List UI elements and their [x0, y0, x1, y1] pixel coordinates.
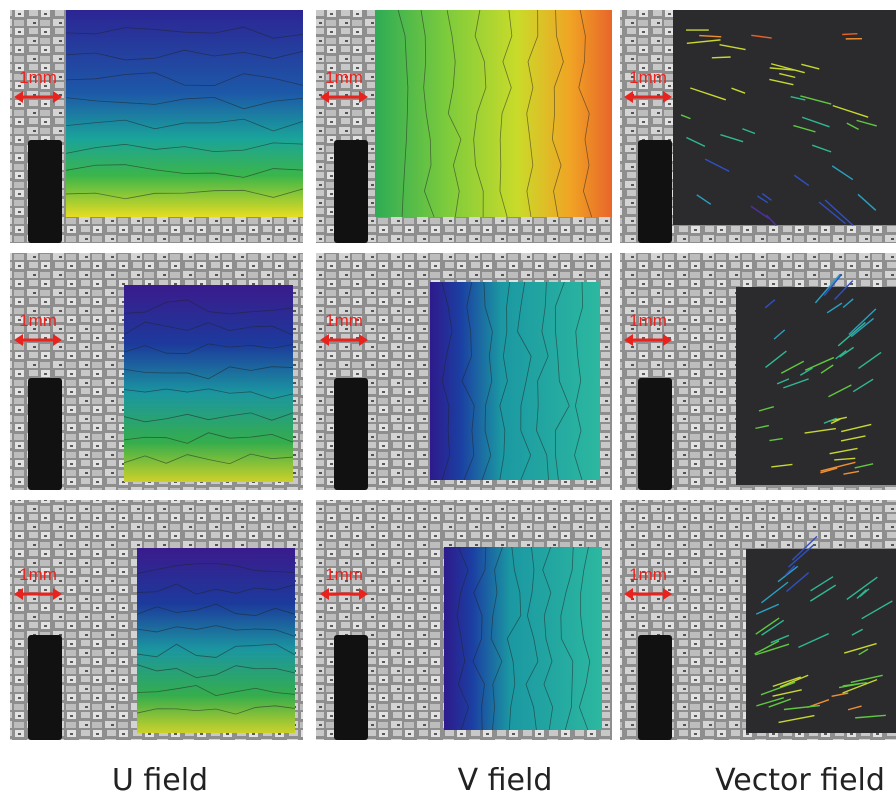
column-label: U field — [112, 763, 208, 798]
column-label: Vector field — [715, 763, 885, 798]
panel: 1mm — [316, 253, 612, 490]
scale-label: 1mm — [629, 311, 667, 330]
contour-field — [444, 547, 602, 730]
panel: 1mm — [10, 500, 303, 740]
panel: 1mm — [316, 500, 612, 740]
vector-field — [736, 287, 896, 485]
scale-label: 1mm — [629, 68, 667, 87]
scale-label: 1mm — [325, 311, 363, 330]
figure: 1mm 1mm 1mm 1mm 1mm 1mm 1mm 1mm 1mm U field V fiel… — [0, 0, 896, 799]
vector-arrow — [712, 57, 731, 58]
panel: 1mm — [10, 253, 303, 490]
vector-field — [673, 10, 896, 225]
rod — [638, 378, 672, 490]
rod — [334, 378, 368, 490]
panel: 1mm — [10, 10, 303, 243]
contour-field — [137, 548, 295, 733]
scale-label: 1mm — [629, 565, 667, 584]
rod — [28, 378, 62, 490]
scale-label: 1mm — [19, 68, 57, 87]
panel: 1mm — [620, 253, 896, 490]
scale-label: 1mm — [19, 311, 57, 330]
rod — [638, 140, 672, 243]
contour-field — [430, 282, 600, 480]
vector-arrow — [842, 34, 857, 35]
scale-label: 1mm — [325, 565, 363, 584]
panel: 1mm — [620, 500, 896, 740]
column-label: V field — [458, 763, 553, 798]
scale-label: 1mm — [19, 565, 57, 584]
scale-label: 1mm — [325, 68, 363, 87]
rod — [28, 635, 62, 740]
contour-field — [375, 10, 612, 217]
rod — [28, 140, 62, 243]
panel: 1mm — [316, 10, 612, 243]
panel: 1mm — [620, 10, 896, 243]
rod — [638, 635, 672, 740]
contour-field — [124, 285, 293, 482]
vector-field — [746, 549, 896, 733]
rod — [334, 635, 368, 740]
rod — [334, 140, 368, 243]
contour-field — [66, 10, 303, 217]
